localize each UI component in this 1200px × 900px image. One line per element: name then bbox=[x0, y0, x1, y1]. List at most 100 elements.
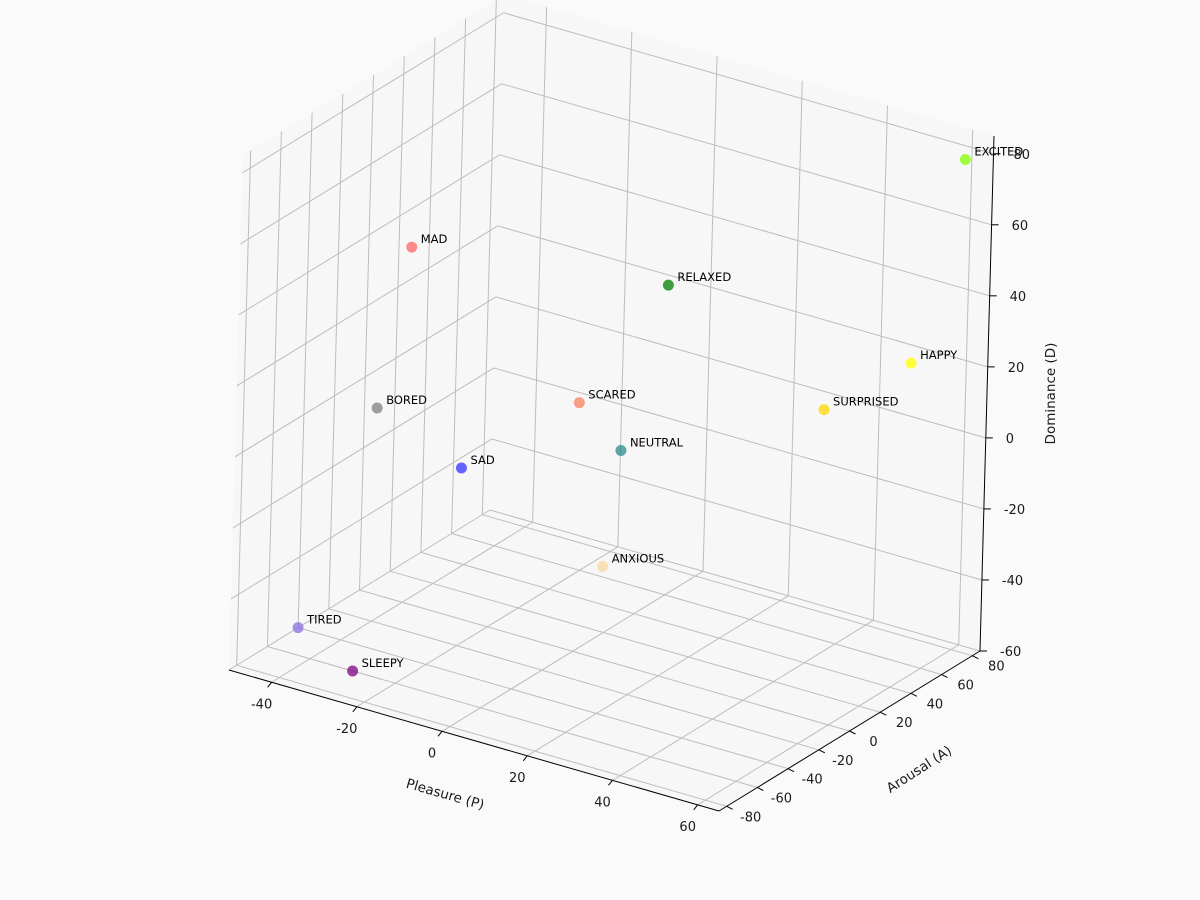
z-tick-label: 80 bbox=[1014, 148, 1031, 163]
gridline-z-left bbox=[236, 225, 498, 387]
gridline-x-back bbox=[872, 105, 888, 621]
gridline-z-left bbox=[242, 12, 504, 174]
y-tick-mark bbox=[910, 692, 918, 697]
chart-point-labels: EXCITED HAPPY SURPRISED RELAXED MAD BORED SCAR… bbox=[306, 144, 1023, 670]
z-axis-line bbox=[979, 135, 995, 652]
point-neutral bbox=[615, 444, 627, 456]
gridline-y-bottom bbox=[420, 551, 912, 694]
gridline-y-bottom bbox=[482, 514, 973, 657]
x-tick-mark bbox=[693, 804, 699, 811]
point-anxious bbox=[597, 560, 609, 572]
x-tick-mark bbox=[437, 730, 443, 737]
point-mad bbox=[406, 241, 418, 253]
gridline-z-back bbox=[493, 367, 985, 510]
y-tick-mark bbox=[879, 711, 887, 716]
y-tick-label: 60 bbox=[957, 679, 974, 694]
gridline-y-left bbox=[236, 150, 252, 666]
x-tick-label: 20 bbox=[509, 771, 526, 786]
gridline-y-bottom bbox=[297, 627, 789, 770]
gridline-y-bottom bbox=[390, 570, 881, 713]
chart-grid bbox=[228, 0, 994, 807]
z-tick-label: 20 bbox=[1008, 361, 1025, 376]
y-tick-mark bbox=[726, 805, 733, 810]
gridline-y-left bbox=[328, 93, 344, 609]
gridline-z-left bbox=[238, 154, 500, 316]
y-tick-label: -80 bbox=[740, 810, 761, 825]
y-tick-label: 20 bbox=[896, 716, 913, 731]
y-tick-mark bbox=[972, 655, 979, 660]
point-label-mad: MAD bbox=[421, 232, 448, 246]
z-tick-label: -60 bbox=[1000, 645, 1021, 660]
x-tick-label: 0 bbox=[428, 746, 436, 761]
point-happy bbox=[905, 357, 917, 369]
z-tick-label: 40 bbox=[1010, 290, 1027, 305]
x-tick-label: 60 bbox=[679, 820, 696, 835]
x-tick-label: -20 bbox=[336, 722, 357, 737]
gridline-y-left bbox=[297, 112, 313, 628]
gridline-y-left bbox=[420, 37, 436, 553]
x-tick-label: -40 bbox=[251, 697, 272, 712]
x-tick-mark bbox=[608, 780, 613, 786]
point-excited bbox=[959, 153, 971, 165]
y-tick-mark bbox=[849, 730, 856, 735]
z-tick-label: 60 bbox=[1012, 219, 1029, 234]
y-tick-mark bbox=[941, 674, 948, 678]
y-tick-mark bbox=[757, 787, 764, 791]
gridline-y-left bbox=[359, 74, 374, 591]
y-tick-mark bbox=[818, 749, 826, 754]
point-relaxed bbox=[662, 279, 674, 291]
gridline-x-back bbox=[532, 7, 548, 523]
point-label-sad: SAD bbox=[470, 453, 494, 467]
gridline-x-back bbox=[617, 31, 633, 547]
point-bored bbox=[371, 402, 383, 414]
gridline-x-back bbox=[702, 56, 718, 572]
gridline-y-bottom bbox=[359, 589, 850, 732]
x-tick-mark bbox=[522, 755, 528, 762]
z-axis-label: Dominance (D) bbox=[1043, 343, 1059, 445]
gridline-y-bottom bbox=[451, 533, 942, 676]
point-scared bbox=[573, 397, 585, 409]
point-surprised bbox=[818, 404, 830, 416]
gridline-y-left bbox=[451, 18, 467, 534]
point-label-sleepy: SLEEPY bbox=[362, 656, 405, 670]
gridline-z-back bbox=[501, 83, 992, 226]
y-tick-label: 40 bbox=[927, 697, 944, 712]
gridline-x-back bbox=[958, 129, 974, 645]
gridline-z-left bbox=[228, 509, 491, 671]
x-tick-label: 40 bbox=[594, 795, 611, 810]
gridline-z-left bbox=[230, 438, 493, 600]
gridline-y-bottom bbox=[236, 664, 727, 807]
point-label-happy: HAPPY bbox=[920, 348, 958, 362]
point-label-excited: EXCITED bbox=[974, 144, 1023, 158]
point-tired bbox=[292, 622, 304, 634]
x-axis-line bbox=[228, 669, 720, 812]
gridline-z-back bbox=[497, 225, 988, 368]
point-label-bored: BORED bbox=[386, 393, 427, 407]
z-tick-label: -40 bbox=[1002, 574, 1023, 589]
chart-ticks: -40-200204060-80-60-40-20020406080-60-40… bbox=[251, 148, 1030, 835]
point-sleepy bbox=[347, 665, 359, 677]
gridline-y-left bbox=[481, 0, 497, 515]
point-label-scared: SCARED bbox=[588, 388, 635, 402]
gridline-z-back bbox=[499, 154, 990, 297]
y-tick-label: 80 bbox=[988, 660, 1005, 675]
gridline-z-back bbox=[491, 438, 983, 581]
point-label-neutral: NEUTRAL bbox=[630, 435, 684, 449]
gridline-z-back bbox=[495, 296, 986, 439]
y-tick-label: -40 bbox=[801, 773, 822, 788]
point-label-tired: TIRED bbox=[306, 613, 342, 627]
gridline-z-left bbox=[234, 296, 497, 458]
gridline-y-left bbox=[389, 56, 405, 572]
z-tick-label: 0 bbox=[1006, 432, 1014, 447]
x-tick-mark bbox=[352, 706, 358, 713]
point-label-relaxed: RELAXED bbox=[677, 270, 731, 284]
gridline-z-back bbox=[503, 12, 994, 155]
point-label-surprised: SURPRISED bbox=[833, 395, 899, 409]
gridline-z-left bbox=[232, 367, 495, 529]
gridline-y-bottom bbox=[328, 608, 819, 751]
x-tick-mark bbox=[267, 681, 272, 688]
y-tick-mark bbox=[787, 768, 795, 773]
y-tick-label: -60 bbox=[771, 791, 792, 806]
